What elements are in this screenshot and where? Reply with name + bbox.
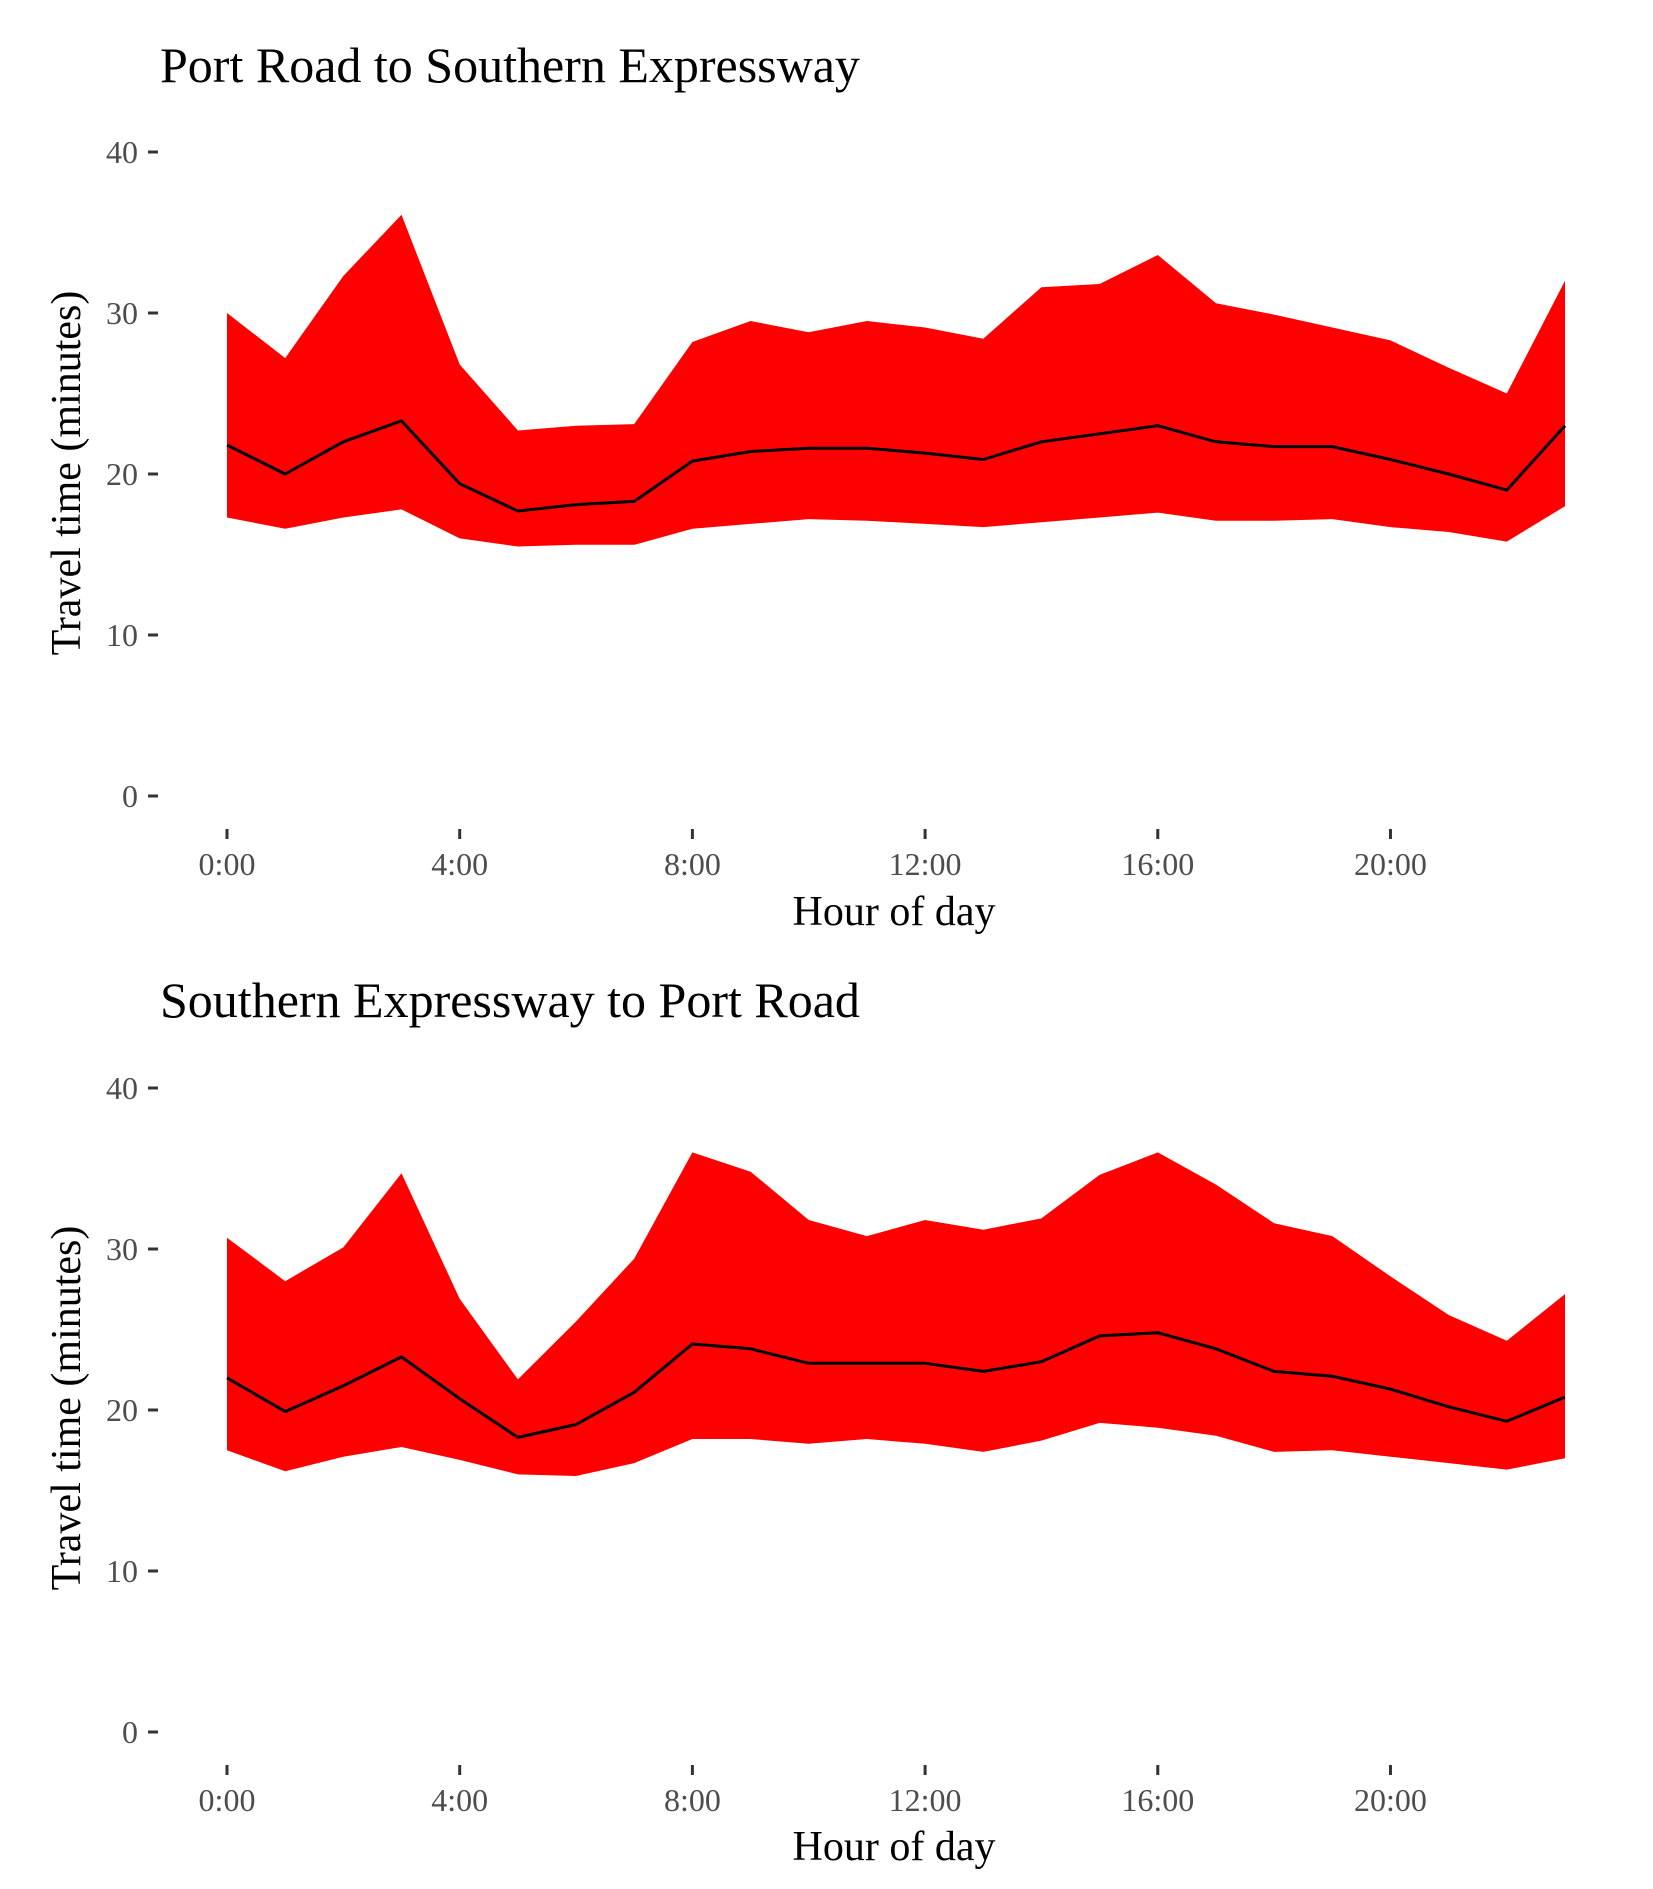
x-tick-label: 0:00: [199, 1782, 256, 1818]
y-tick-label: 30: [106, 1231, 138, 1267]
y-axis-label: Travel time (minutes): [44, 291, 90, 656]
x-tick-label: 20:00: [1354, 1782, 1427, 1818]
y-tick-label: 40: [106, 134, 138, 170]
chart-title: Southern Expressway to Port Road: [160, 972, 860, 1028]
x-tick-label: 16:00: [1121, 1782, 1194, 1818]
y-tick-label: 0: [122, 1714, 138, 1750]
x-axis-label: Hour of day: [793, 1824, 996, 1870]
y-tick-label: 10: [106, 1553, 138, 1589]
y-tick-label: 40: [106, 1070, 138, 1106]
plot-area: 0 10 20 30 40 0:00 4:00 8:00 12:00 16:00 20:00: [106, 134, 1567, 882]
y-tick-label: 30: [106, 295, 138, 331]
x-tick-label: 4:00: [431, 846, 488, 882]
ribbon-band: [227, 1152, 1565, 1476]
y-tick-label: 10: [106, 617, 138, 653]
median-line: [226, 419, 1567, 513]
x-tick-label: 20:00: [1354, 846, 1427, 882]
y-tick-label: 0: [122, 778, 138, 814]
x-tick-label: 0:00: [199, 846, 256, 882]
x-axis-label: Hour of day: [793, 889, 996, 935]
chart-panel-southern-to-port: Southern Expressway to Port Road 0 10 20 30…: [44, 972, 1566, 1870]
x-tick-label: 8:00: [664, 846, 721, 882]
y-tick-label: 20: [106, 1392, 138, 1428]
x-tick-label: 12:00: [889, 846, 962, 882]
chart-title: Port Road to Southern Expressway: [160, 37, 860, 93]
x-tick-label: 12:00: [889, 1782, 962, 1818]
x-tick-label: 8:00: [664, 1782, 721, 1818]
median-line: [226, 1331, 1566, 1439]
chart-panel-port-to-southern: Port Road to Southern Expressway 0 10 20 30…: [44, 37, 1567, 935]
y-axis-label: Travel time (minutes): [44, 1226, 90, 1591]
x-tick-label: 16:00: [1121, 846, 1194, 882]
x-tick-label: 4:00: [431, 1782, 488, 1818]
y-tick-label: 20: [106, 456, 138, 492]
ribbon-band: [227, 214, 1565, 547]
plot-area: 0 10 20 30 40 0:00 4:00 8:00 12:00 16:00 20:00: [106, 1070, 1566, 1818]
